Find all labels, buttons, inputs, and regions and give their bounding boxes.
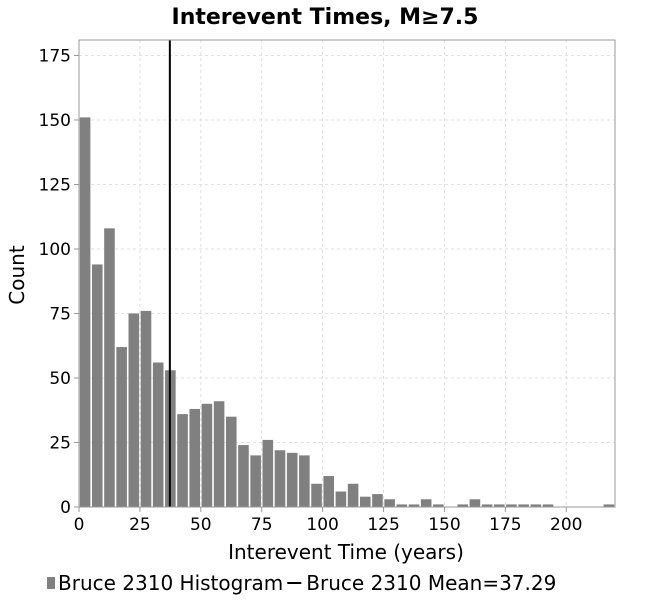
histogram-bar <box>128 313 140 507</box>
histogram-bar <box>542 504 554 507</box>
y-tick-label: 50 <box>49 369 71 389</box>
x-tick-label: 50 <box>190 515 212 535</box>
histogram-bar <box>225 416 237 507</box>
x-tick-label: 75 <box>251 515 273 535</box>
histogram-bar <box>286 452 298 507</box>
y-tick-label: 150 <box>39 111 71 131</box>
histogram-bar <box>299 455 310 507</box>
histogram-bar <box>420 499 432 507</box>
histogram-bar <box>238 445 249 507</box>
histogram-bar <box>79 117 91 507</box>
histogram-bar <box>274 450 286 507</box>
histogram-bar <box>116 347 127 507</box>
plot-frame <box>78 39 616 508</box>
histogram-bar <box>396 504 408 507</box>
histogram-bar <box>359 496 371 507</box>
histogram-bars <box>79 117 615 507</box>
y-axis-ticks: 0 25 50 75 100 125 150 175 <box>39 46 79 518</box>
histogram-bar <box>177 414 188 507</box>
legend-histogram-swatch <box>47 577 55 589</box>
y-tick-label: 25 <box>49 433 71 453</box>
histogram-bar <box>506 504 517 507</box>
x-axis-ticks: 0 25 50 75 100 125 150 175 200 <box>74 507 582 535</box>
histogram-bar <box>323 476 335 507</box>
x-tick-label: 100 <box>306 515 338 535</box>
histogram-bar <box>408 504 420 507</box>
histogram-bar <box>433 504 444 507</box>
histogram-bar <box>347 483 359 507</box>
y-tick-label: 125 <box>39 175 71 195</box>
y-tick-label: 100 <box>39 240 71 260</box>
histogram-bar <box>518 504 529 507</box>
histogram-bar <box>201 403 213 507</box>
grid-lines <box>79 40 615 507</box>
histogram-bar <box>311 483 322 507</box>
histogram-bar <box>104 228 115 507</box>
y-tick-label: 175 <box>39 46 71 66</box>
histogram-bar <box>384 499 395 507</box>
x-tick-label: 25 <box>129 515 151 535</box>
histogram-bar <box>457 504 469 507</box>
legend-mean-label: Bruce 2310 Mean=37.29 <box>306 571 556 595</box>
histogram-bar <box>493 504 505 507</box>
histogram-bar <box>250 455 261 507</box>
x-tick-label: 150 <box>428 515 460 535</box>
x-tick-label: 125 <box>367 515 399 535</box>
x-tick-label: 200 <box>550 515 582 535</box>
histogram-bar <box>91 264 103 507</box>
histogram-bar <box>372 494 383 507</box>
histogram-bar <box>530 504 542 507</box>
x-axis-label: Interevent Time (years) <box>228 540 464 564</box>
histogram-bar <box>213 401 225 507</box>
y-tick-label: 75 <box>49 304 71 324</box>
histogram-bar <box>152 362 164 507</box>
histogram-bar <box>469 499 481 507</box>
histogram-bar <box>335 491 347 507</box>
histogram-bar <box>140 310 152 507</box>
y-axis-label: Count <box>5 245 29 305</box>
x-tick-label: 175 <box>489 515 521 535</box>
histogram-bar <box>481 504 493 507</box>
y-tick-label: 0 <box>60 498 71 518</box>
legend-histogram-label: Bruce 2310 Histogram <box>58 571 283 595</box>
histogram-bar <box>189 408 201 507</box>
histogram-bar <box>262 439 274 507</box>
legend: Bruce 2310 Histogram Bruce 2310 Mean=37.… <box>47 571 556 595</box>
x-tick-label: 0 <box>74 515 85 535</box>
chart-title: Interevent Times, M≥7.5 <box>172 5 479 30</box>
histogram-bar <box>603 504 615 507</box>
